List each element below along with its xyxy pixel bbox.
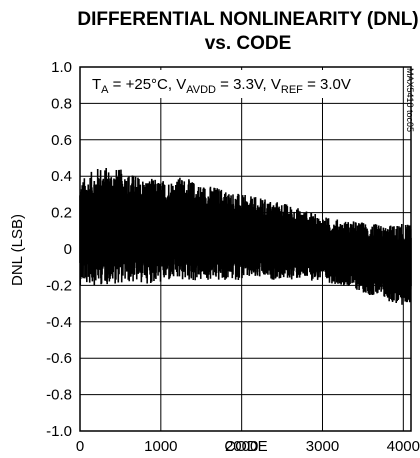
x-tick-label: 3000: [306, 438, 339, 455]
y-tick-label: -0.2: [46, 277, 72, 294]
y-tick-label: 0.4: [51, 168, 72, 185]
plot-frame: [79, 66, 412, 432]
x-tick-label: 1000: [144, 438, 177, 455]
y-axis-label: DNL (LSB): [9, 214, 26, 286]
x-tick-label: 0: [76, 438, 84, 455]
x-axis-label: CODE: [224, 438, 267, 455]
y-tick-label: -0.4: [46, 314, 72, 331]
annotation-backdrop: [84, 70, 352, 98]
y-tick-label: 0.6: [51, 132, 72, 149]
conditions-annotation: TA = +25°C, VAVDD = 3.3V, VREF = 3.0V: [92, 76, 351, 96]
x-tick-label: 4000: [387, 438, 420, 455]
data-trace: [79, 167, 412, 305]
chart-title-line2: vs. CODE: [205, 33, 292, 54]
y-tick-label: 0.8: [51, 95, 72, 112]
y-tick-label: 0.2: [51, 205, 72, 222]
y-tick-label: -0.8: [46, 387, 72, 404]
x-tick-labels: 0 1000 2000 3000 4000: [76, 438, 420, 455]
chart-title-line1: DIFFERENTIAL NONLINEARITY (DNL): [77, 9, 418, 30]
x-tick-label: 2000: [225, 438, 258, 455]
figure-id: MAX5410 toc05: [405, 68, 415, 132]
y-tick-label: -0.6: [46, 350, 72, 367]
y-tick-label: -1.0: [46, 423, 72, 440]
dnl-series-line: [79, 167, 412, 305]
y-tick-label: 1.0: [51, 59, 72, 76]
y-tick-labels: 1.0 0.8 0.6 0.4 0.2 0 -0.2 -0.4 -0.6 -0.8 -1.0: [46, 59, 72, 440]
y-tick-label: 0: [64, 241, 72, 258]
